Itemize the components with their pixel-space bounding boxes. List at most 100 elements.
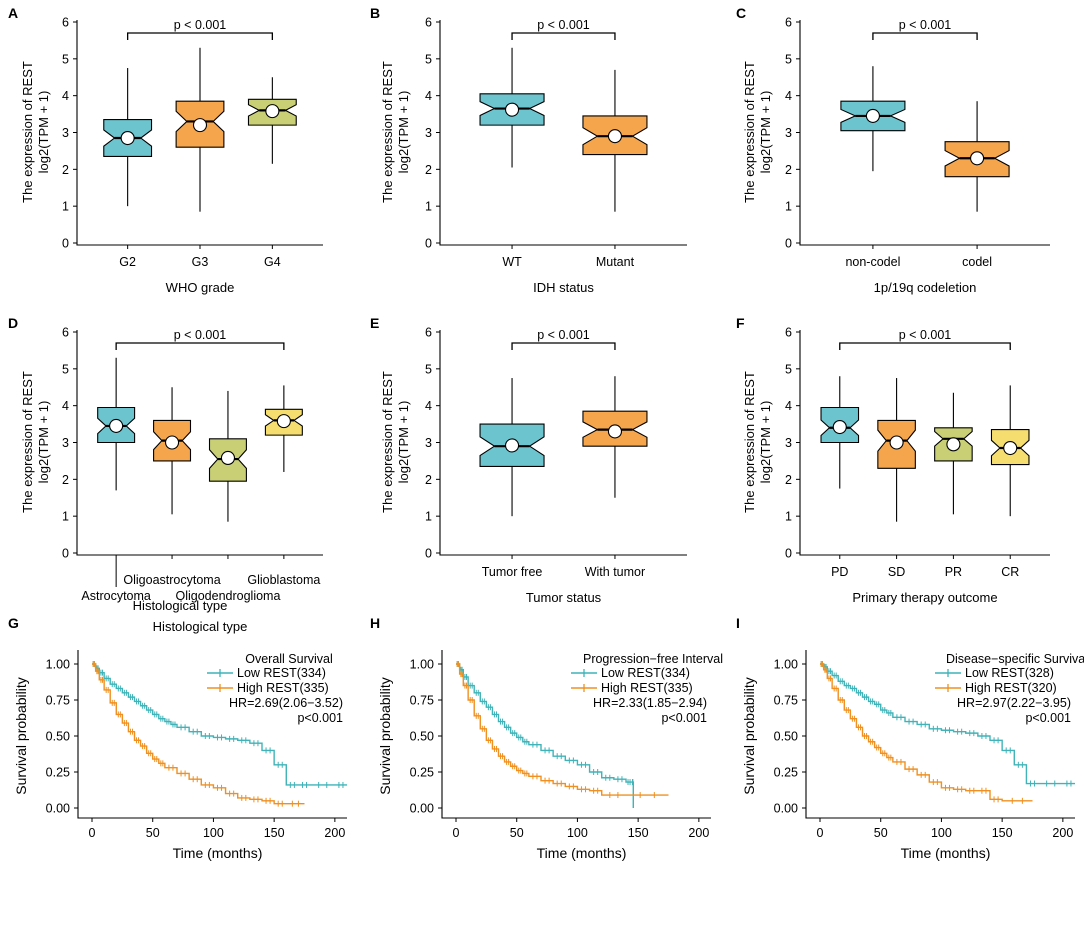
mean-point [120,130,135,146]
y-tick-label: 1 [785,510,792,524]
significance-bracket [115,342,285,350]
y-axis-title: Survival probability [13,677,29,795]
p-value: p < 0.001 [174,18,227,32]
mean-point [265,104,280,119]
legend-label: High REST(335) [601,681,693,695]
y-tick-label: 3 [425,126,432,140]
p-value: p < 0.001 [899,18,952,32]
y-tick-label: 5 [785,52,792,66]
axis-frame [439,20,687,246]
y-tick-label: 4 [62,399,69,413]
x-tick-label: 50 [146,826,160,840]
km-title: Progression−free Interval [583,652,723,666]
mean-point [832,419,847,435]
x-axis-title-histological: Histological type [133,598,228,613]
mean-point [607,424,623,439]
mean-point [276,414,291,429]
legend-label: Low REST(328) [965,666,1054,680]
y-tick-label: 1 [62,510,69,524]
panel-label: D [8,315,18,331]
y-axis-title: The expression of RESTlog2(TPM + 1) [380,61,411,203]
y-tick-label: 5 [785,362,792,376]
y-tick-label: 4 [425,399,432,413]
panel-A: A 0 1 2 3 4 5 6 The expression of RESTlog2(TPM +… [8,5,323,295]
x-tick-label: 200 [1052,826,1073,840]
y-tick-label: 0 [62,547,69,561]
y-tick-label: 0.50 [410,730,434,744]
y-axis-title-line2: log2(TPM + 1) [396,401,411,484]
x-tick-label: codel [962,255,992,269]
x-tick-label: PR [945,565,962,579]
y-tick-label: 4 [425,89,432,103]
axis-frame [77,650,347,819]
y-tick-label: 1 [785,200,792,214]
y-tick-label: 0.25 [410,766,434,780]
y-axis-title: The expression of RESTlog2(TPM + 1) [20,61,51,203]
panel-label: I [736,615,740,631]
y-tick-label: 2 [62,473,69,487]
y-tick-label: 0.25 [774,766,798,780]
y-tick-label: 0.00 [46,802,70,816]
x-axis-title: Time (months) [173,845,263,861]
km-curve-Low REST(328) [820,663,1075,785]
y-axis-title-line1: The expression of REST [20,61,35,203]
y-axis-title-line2: log2(TPM + 1) [758,91,773,174]
x-axis-title: 1p/19q codeletion [874,280,977,295]
panel-C: C 0 1 2 3 4 5 6 The expression of RESTlog2(TPM +… [736,5,1050,295]
y-tick-label: 6 [785,326,792,340]
y-tick-label: 0.25 [46,766,70,780]
y-axis-title-line2: log2(TPM + 1) [36,401,51,484]
y-tick-label: 0.50 [774,730,798,744]
mean-point [865,108,880,123]
y-tick-label: 0.75 [46,694,70,708]
hazard-ratio: HR=2.33(1.85−2.94) [593,696,707,710]
panel-label: G [8,615,19,631]
y-tick-label: 0 [425,547,432,561]
y-tick-label: 1.00 [46,658,70,672]
legend-label: Low REST(334) [601,666,690,680]
y-tick-label: 0.00 [774,802,798,816]
x-axis-title: IDH status [533,280,594,295]
hazard-ratio: HR=2.97(2.22−3.95) [957,696,1071,710]
y-tick-label: 6 [425,16,432,30]
y-tick-label: 0.75 [410,694,434,708]
y-tick-label: 4 [62,89,69,103]
km-title: Overall Survival [245,652,333,666]
y-tick-label: 1 [425,200,432,214]
p-value: p < 0.001 [537,328,590,342]
x-tick-label: 200 [688,826,709,840]
panel-label: C [736,5,746,21]
x-tick-label: SD [888,565,905,579]
y-axis-title-line1: The expression of REST [20,371,35,513]
y-tick-label: 4 [785,399,792,413]
mean-point [192,118,208,133]
x-tick-label: 100 [931,826,952,840]
y-tick-label: 1 [425,510,432,524]
significance-bracket [126,32,274,40]
y-axis-title-line2: log2(TPM + 1) [36,91,51,174]
y-tick-label: 6 [425,326,432,340]
mean-point [607,129,623,144]
p-value: p < 0.001 [899,328,952,342]
significance-bracket [839,342,1011,350]
x-tick-label: Tumor free [482,565,543,579]
y-tick-label: 2 [425,163,432,177]
y-tick-label: 5 [425,52,432,66]
p-value: p < 0.001 [174,328,227,342]
y-axis-title: The expression of RESTlog2(TPM + 1) [380,371,411,513]
axis-frame [441,650,711,819]
mean-point [946,437,961,452]
panel-label: E [370,315,379,331]
y-tick-label: 3 [62,126,69,140]
y-tick-label: 2 [425,473,432,487]
y-tick-label: 5 [425,362,432,376]
x-axis-title: Time (months) [901,845,991,861]
y-tick-label: 3 [425,436,432,450]
legend-label: High REST(320) [965,681,1057,695]
y-axis-title-line1: The expression of REST [380,371,395,513]
x-tick-label: Oligoastrocytoma [123,573,220,587]
y-tick-label: 2 [785,163,792,177]
significance-bracket [511,342,616,350]
x-tick-label: CR [1001,565,1019,579]
y-tick-label: 6 [62,16,69,30]
